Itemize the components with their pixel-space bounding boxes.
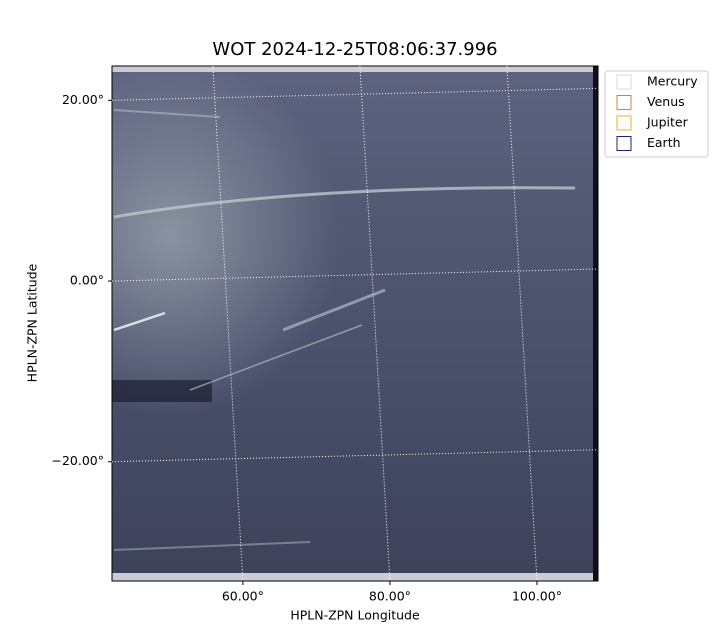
y-tick-label: 0.00° xyxy=(70,273,104,288)
legend-swatch xyxy=(616,136,632,151)
legend-swatch xyxy=(616,74,632,90)
grid-line xyxy=(111,87,599,101)
y-tick-label: 20.00° xyxy=(62,92,104,107)
image xyxy=(112,66,598,581)
grid-line xyxy=(212,65,244,582)
legend-label: Mercury xyxy=(647,74,698,89)
y-tick-label: −20.00° xyxy=(51,453,104,468)
grid-line xyxy=(506,65,538,582)
x-tick-label: 80.00° xyxy=(369,589,411,604)
legend-swatch xyxy=(616,115,632,131)
legend-label: Venus xyxy=(647,94,685,109)
legend-label: Earth xyxy=(647,135,681,150)
y-axis-label: HPLN-ZPN Latitude xyxy=(25,263,40,382)
grid-line xyxy=(359,65,391,582)
x-tick-label: 100.00° xyxy=(512,589,562,604)
legend-label: Jupiter xyxy=(646,115,689,130)
chart-title: WOT 2024-12-25T08:06:37.996 xyxy=(212,39,497,60)
plot-frame xyxy=(111,65,599,582)
x-axis-label: HPLN-ZPN Longitude xyxy=(290,608,420,623)
legend: Mercury Venus Jupiter Earth xyxy=(604,70,709,158)
x-tick-label: 60.00° xyxy=(222,589,264,604)
grid-line xyxy=(111,449,599,463)
legend-swatch xyxy=(616,95,632,110)
grid-line xyxy=(111,268,599,282)
